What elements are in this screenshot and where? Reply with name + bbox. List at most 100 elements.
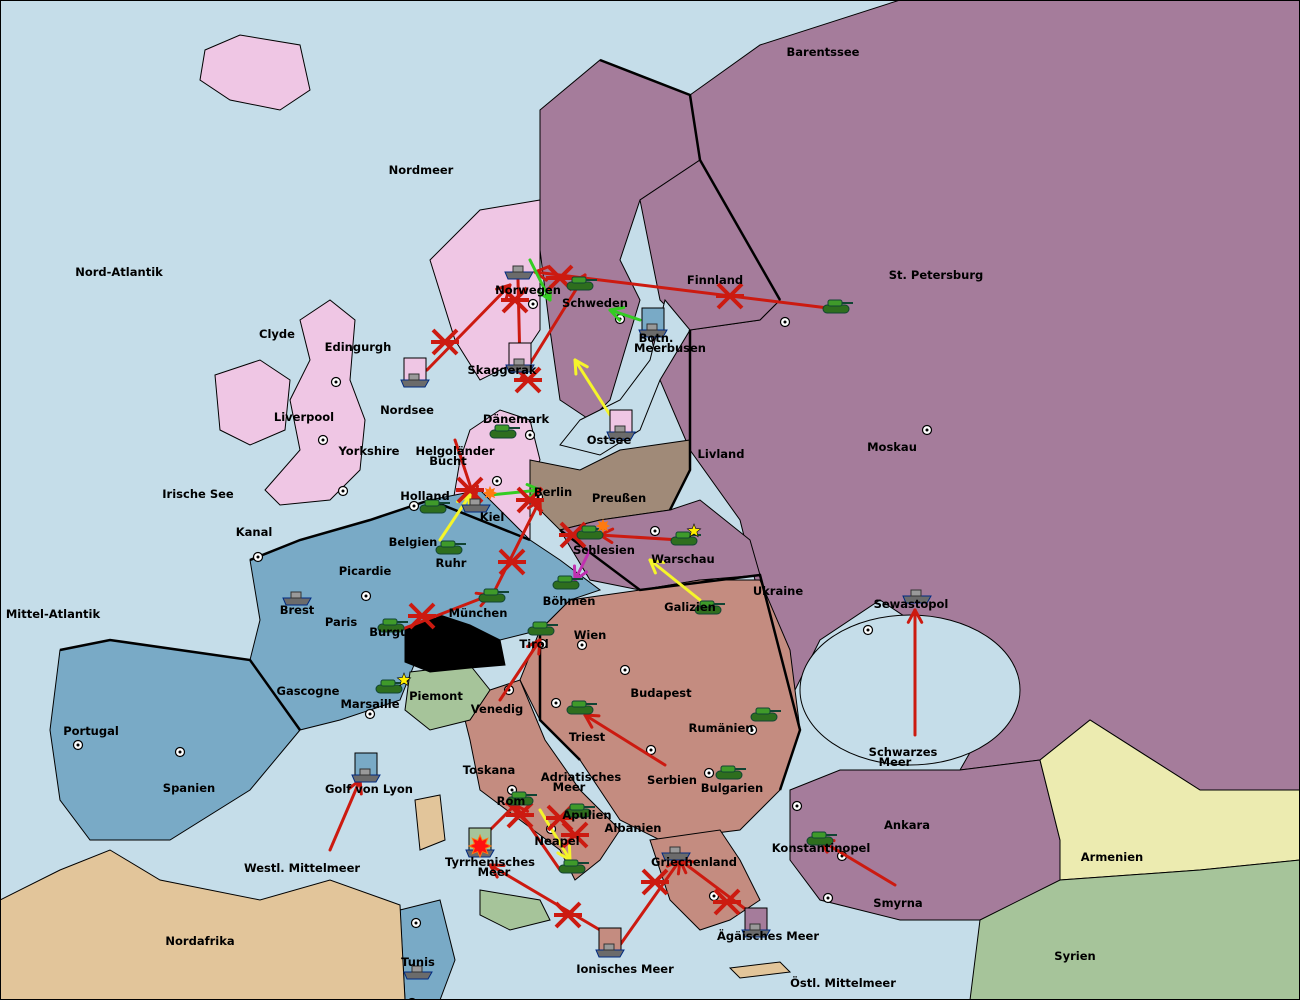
tank-icon[interactable] bbox=[715, 765, 746, 780]
arrow-head bbox=[608, 306, 626, 312]
power-borders bbox=[59, 58, 802, 791]
region-baltic-sea[interactable] bbox=[559, 298, 691, 456]
region-black-sea[interactable] bbox=[799, 614, 1021, 766]
region-label: Ukraine bbox=[753, 584, 804, 598]
arrow-head bbox=[488, 863, 499, 879]
supply-centers bbox=[72, 298, 933, 1000]
ship-icon[interactable] bbox=[403, 965, 433, 980]
power-border bbox=[599, 58, 782, 301]
region-label: Burgund bbox=[369, 625, 424, 639]
cross-icon bbox=[641, 868, 669, 896]
ship-icon[interactable] bbox=[282, 591, 312, 606]
tank-icon[interactable] bbox=[564, 803, 595, 818]
region-north-africa[interactable] bbox=[0, 849, 406, 1000]
region-label: Edingurgh bbox=[325, 340, 392, 354]
region-label: Marsaille bbox=[340, 697, 399, 711]
tank-icon[interactable] bbox=[806, 831, 837, 846]
supply-center-dot bbox=[826, 896, 830, 900]
region-label: Budapest bbox=[630, 686, 692, 700]
tank-icon[interactable] bbox=[576, 525, 607, 540]
tank-icon[interactable] bbox=[566, 276, 597, 291]
region-label: Ägäisches Meer bbox=[717, 928, 819, 943]
region-label: Nord-Atlantik bbox=[75, 265, 163, 279]
arrow-head bbox=[572, 564, 577, 582]
region-label: Preußen bbox=[592, 491, 646, 505]
cross-icon bbox=[713, 888, 741, 916]
arrow-head bbox=[906, 608, 917, 624]
ship-icon[interactable] bbox=[606, 409, 636, 440]
tank-icon[interactable] bbox=[478, 588, 509, 603]
region-label: Belgien bbox=[389, 535, 438, 549]
tank-icon[interactable] bbox=[558, 859, 589, 874]
region-label: Moskau bbox=[867, 440, 917, 454]
order-arrow bbox=[488, 498, 542, 602]
region-crete[interactable] bbox=[728, 961, 792, 979]
supply-center-dot bbox=[414, 921, 418, 925]
region-armenia[interactable] bbox=[1039, 719, 1300, 881]
region-label: Galizien bbox=[664, 600, 716, 614]
tank-icon[interactable] bbox=[377, 618, 408, 633]
ship-icon[interactable] bbox=[351, 752, 381, 783]
ship-icon[interactable] bbox=[902, 589, 932, 604]
supply-center-dot bbox=[178, 750, 182, 754]
order-arrow bbox=[818, 838, 897, 887]
ship-icon[interactable] bbox=[595, 927, 625, 958]
supply-center-dot bbox=[707, 771, 711, 775]
order-arrow bbox=[528, 258, 552, 302]
region-label: Irische See bbox=[162, 487, 234, 501]
region-label: Spanien bbox=[163, 781, 215, 795]
ship-icon[interactable] bbox=[638, 307, 668, 338]
ship-icon[interactable] bbox=[504, 265, 534, 280]
tank-icon[interactable] bbox=[822, 299, 853, 314]
ship-icon[interactable] bbox=[661, 846, 691, 861]
arrow-head bbox=[648, 558, 657, 575]
region-sardinia[interactable] bbox=[414, 794, 446, 851]
supply-center-dot bbox=[925, 428, 929, 432]
region-britain[interactable] bbox=[264, 299, 366, 506]
tank-icon[interactable] bbox=[527, 621, 558, 636]
tank-icon[interactable] bbox=[566, 700, 597, 715]
region-label: Tyrrhenisches bbox=[445, 855, 535, 869]
region-label: Sewastopol bbox=[874, 597, 949, 611]
ship-icon[interactable] bbox=[461, 498, 491, 513]
region-label: Clyde bbox=[259, 327, 295, 341]
arrow-head bbox=[573, 358, 589, 369]
region-iceland[interactable] bbox=[199, 34, 311, 111]
supply-center-dot bbox=[653, 529, 657, 533]
region-label: Rumänien bbox=[689, 721, 754, 735]
region-label: Konstantinopel bbox=[772, 841, 871, 855]
order-arrow bbox=[425, 283, 512, 372]
region-label: Armenien bbox=[1081, 850, 1143, 864]
cross-icon bbox=[516, 486, 544, 514]
tank-icon[interactable] bbox=[552, 575, 583, 590]
tank-icon[interactable] bbox=[489, 424, 520, 439]
region-switzerland[interactable] bbox=[404, 614, 506, 673]
arrow-head bbox=[608, 308, 622, 322]
order-arrow bbox=[328, 778, 362, 852]
arrow-head bbox=[583, 713, 601, 718]
region-ireland[interactable] bbox=[214, 359, 291, 446]
explosion-icon bbox=[467, 833, 493, 859]
region-sicily[interactable] bbox=[479, 889, 551, 931]
region-label: Gascogne bbox=[277, 684, 340, 698]
tank-icon[interactable] bbox=[670, 531, 701, 546]
ship-icon[interactable] bbox=[505, 342, 535, 373]
tank-icon[interactable] bbox=[694, 600, 725, 615]
region-label: Skaggerak bbox=[467, 363, 536, 377]
ship-icon[interactable] bbox=[400, 357, 430, 388]
cross-icon bbox=[456, 476, 484, 504]
region-syria[interactable] bbox=[969, 859, 1300, 1000]
tank-icon[interactable] bbox=[419, 499, 450, 514]
tank-icon[interactable] bbox=[435, 540, 466, 555]
region-label: Yorkshire bbox=[338, 444, 400, 458]
ship-icon[interactable] bbox=[741, 907, 771, 938]
supply-center-dot bbox=[866, 628, 870, 632]
supply-center-dot bbox=[649, 748, 653, 752]
supply-center-dot bbox=[528, 433, 532, 437]
arrow-head bbox=[678, 858, 688, 875]
tank-icon[interactable] bbox=[506, 791, 537, 806]
tank-icon[interactable] bbox=[750, 707, 781, 722]
explosion-icon bbox=[595, 518, 611, 534]
supply-center-dot bbox=[750, 728, 754, 732]
